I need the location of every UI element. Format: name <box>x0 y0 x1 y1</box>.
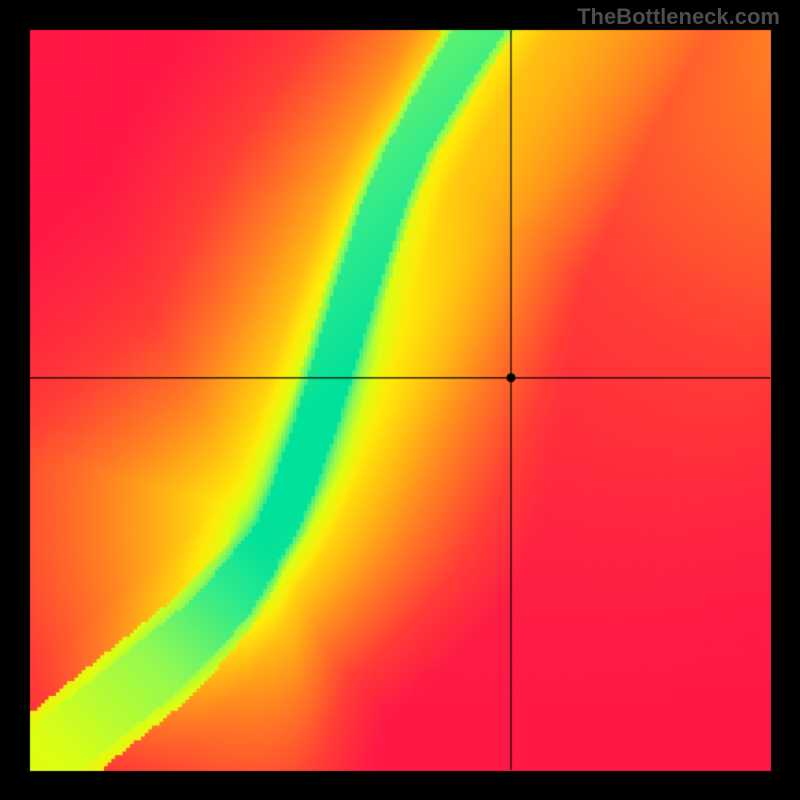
chart-container: TheBottleneck.com <box>0 0 800 800</box>
watermark-text: TheBottleneck.com <box>577 4 780 30</box>
bottleneck-heatmap <box>0 0 800 800</box>
